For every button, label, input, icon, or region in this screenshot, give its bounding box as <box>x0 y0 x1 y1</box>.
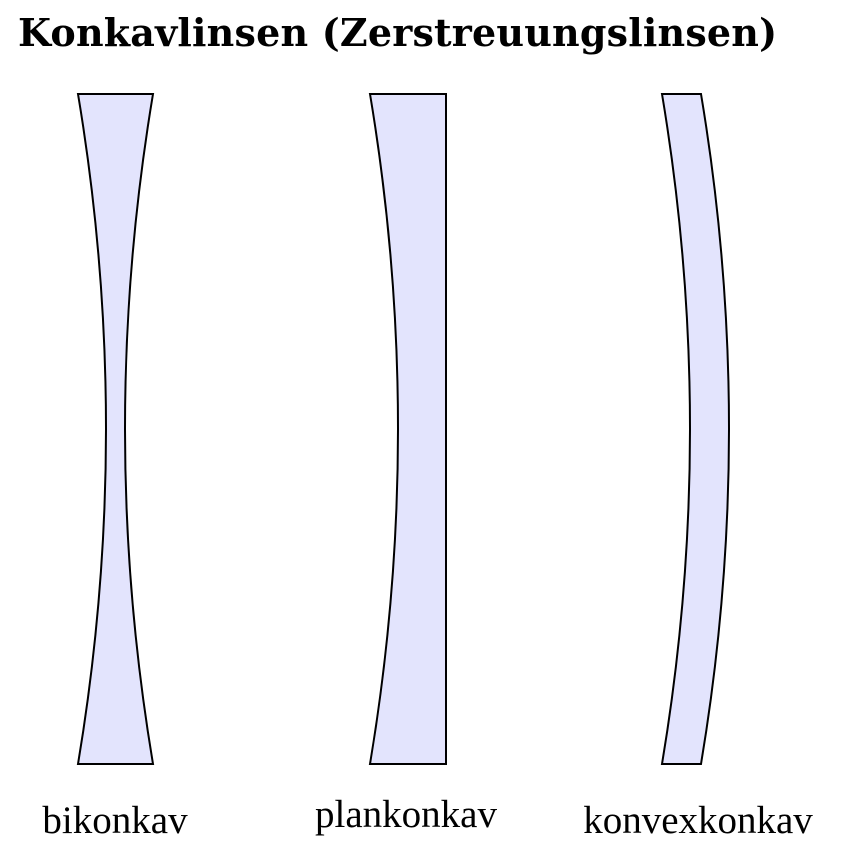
lens-plankonkav <box>368 93 447 765</box>
label-konvexkonkav: konvexkonkav <box>583 799 813 842</box>
lens-konvexkonkav <box>660 93 730 765</box>
label-bikonkav: bikonkav <box>42 799 188 842</box>
diagram-title: Konkavlinsen (Zerstreuungslinsen) <box>18 10 778 55</box>
lens-bikonkav <box>76 93 155 765</box>
label-plankonkav: plankonkav <box>315 793 497 836</box>
